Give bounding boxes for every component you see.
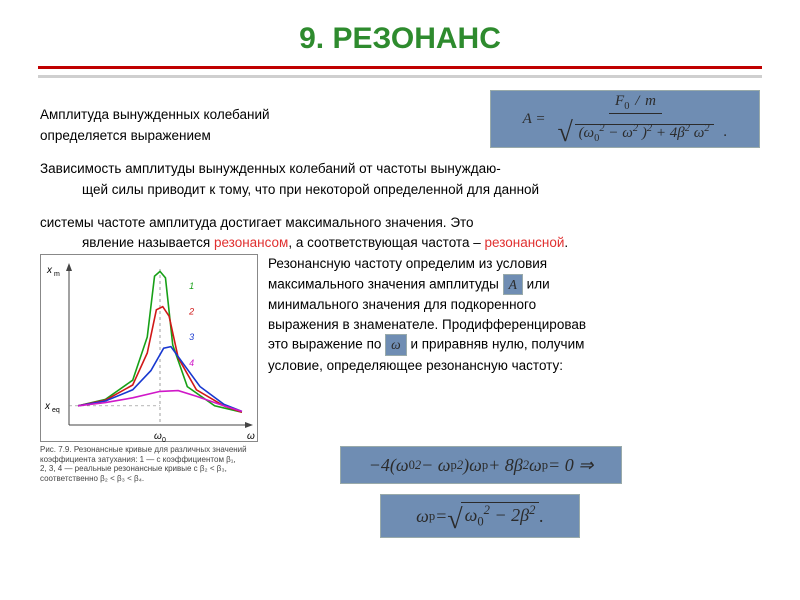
divider-line — [38, 66, 762, 69]
content-area: A = F0 / m √ (ω02 − ω2 )2 + 4β2 ω2 . Амп… — [0, 90, 800, 200]
svg-text:x: x — [44, 401, 51, 412]
svg-text:2: 2 — [188, 307, 194, 317]
divider — [38, 66, 762, 71]
divider-shadow — [38, 75, 762, 78]
f1-lhs: A = — [523, 109, 546, 130]
line-5b: явление называется резонансом, а соответ… — [40, 234, 760, 253]
line-5a: системы частоте амплитуда достигает макс… — [40, 214, 760, 233]
f1-numerator: F0 / m — [609, 94, 662, 113]
svg-text:4: 4 — [189, 358, 194, 368]
mid-paragraph: Резонансную частоту определим из условия… — [268, 254, 786, 375]
resonance-chart: 1234xmxeqω0ω Рис. 7.9. Резонансные кривы… — [40, 254, 258, 494]
title-text: 9. РЕЗОНАНС — [299, 22, 501, 55]
mp-5: это выражение по ω и приравняв нулю, пол… — [268, 334, 786, 356]
mp-6: условие, определяющее резонансную частот… — [268, 356, 786, 376]
mp-4: выражения в знаменателе. Продифференциро… — [268, 315, 786, 335]
svg-text:m: m — [54, 271, 60, 278]
f1-denominator: √ (ω02 − ω2 )2 + 4β2 ω2 — [551, 114, 719, 144]
chart-svg: 1234xmxeqω0ω — [41, 255, 259, 443]
chart-caption: Рис. 7.9. Резонансные кривые для различн… — [40, 445, 258, 483]
svg-text:ω: ω — [247, 431, 255, 442]
svg-text:ω: ω — [154, 431, 162, 442]
line-4: щей силы приводит к тому, что при некото… — [40, 181, 760, 200]
mp-3: минимального значения для подкоренного — [268, 295, 786, 315]
svg-text:1: 1 — [189, 281, 194, 291]
sqrt-icon: √ — [447, 504, 462, 536]
slide-title: 9. РЕЗОНАНС — [0, 0, 800, 66]
svg-text:0: 0 — [162, 437, 166, 443]
line-3: Зависимость амплитуды вынужденных колеба… — [40, 160, 760, 179]
chart-box: 1234xmxeqω0ω — [40, 254, 258, 442]
amplitude-symbol: A — [503, 274, 523, 296]
formula-derivative: −4(ω02 − ωp2 )ωp + 8β2 ωp = 0 ⇒ — [340, 446, 622, 484]
svg-text:x: x — [46, 265, 53, 276]
svg-text:3: 3 — [189, 332, 194, 342]
f1-fraction: F0 / m √ (ω02 − ω2 )2 + 4β2 ω2 — [551, 94, 719, 143]
omega-symbol: ω — [385, 334, 407, 356]
mp-2: максимального значения амплитуды A или — [268, 274, 786, 296]
sqrt-icon: √ — [557, 117, 572, 148]
mp-1: Резонансную частоту определим из условия — [268, 254, 786, 274]
f1-dot: . — [724, 122, 728, 147]
formula-resonance-freq: ωp = √ ω02 − 2β2 . — [380, 494, 580, 538]
svg-text:eq: eq — [52, 407, 60, 414]
formula-amplitude: A = F0 / m √ (ω02 − ω2 )2 + 4β2 ω2 . — [490, 90, 760, 148]
